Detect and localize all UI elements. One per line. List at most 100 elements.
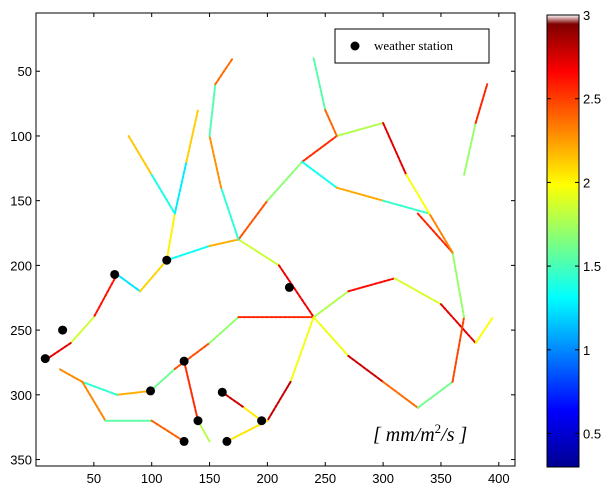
road-segment (183, 360, 199, 422)
units-base: [ mm/m (373, 424, 435, 446)
road-segment (220, 186, 240, 241)
road-segment (335, 122, 385, 137)
road-segment (214, 57, 234, 86)
road-segment (149, 367, 176, 392)
x-tick-label: 350 (430, 471, 452, 486)
colorbar-gradient (546, 14, 580, 468)
station-point (162, 255, 172, 265)
legend-marker (350, 41, 360, 51)
x-tick-label: 250 (314, 471, 336, 486)
road-segment (463, 122, 477, 176)
x-tick-label: 150 (199, 471, 221, 486)
colorbar-tick-label: 2.5 (583, 92, 601, 107)
road-segment (115, 273, 142, 293)
colorbar-tick-label: 1 (583, 343, 590, 358)
y-tick-label: 150 (10, 194, 32, 209)
y-tick-label: 250 (10, 323, 32, 338)
road-segment (208, 316, 240, 345)
legend: weather station (334, 28, 490, 64)
units-tail: /s ] (440, 424, 467, 446)
road-segment (347, 354, 385, 383)
road-segment (289, 316, 315, 383)
road-segment (46, 342, 72, 360)
station-point (179, 436, 189, 446)
road-segment (312, 316, 350, 357)
road-segment (312, 57, 327, 112)
road-segment (428, 212, 454, 254)
station-point (284, 282, 294, 292)
road-segment (451, 251, 466, 319)
road-segment (81, 380, 118, 396)
y-axis: 50 100 150 200 250 300 350 (10, 64, 515, 468)
weather-station-points (40, 255, 294, 446)
road-segment (451, 316, 466, 383)
road-segment (92, 273, 118, 319)
road-segment (474, 316, 495, 345)
units-annotation: [ mm/m2/s ] (373, 421, 467, 446)
station-point (257, 416, 267, 426)
road-segment (150, 173, 176, 215)
station-point (58, 325, 68, 335)
y-tick-label: 350 (10, 453, 32, 468)
station-point (110, 269, 120, 279)
road-segment (416, 380, 454, 409)
road-segment (382, 199, 431, 215)
road-segment (150, 419, 186, 443)
colorbar: 0.5 1 1.5 2 2.5 3 (546, 8, 601, 468)
road-segment (277, 264, 315, 319)
road-segment (81, 380, 107, 422)
plot-frame (35, 12, 516, 467)
colorbar-tick-label: 2 (583, 175, 590, 190)
road-segment (393, 277, 442, 306)
road-segment (185, 109, 199, 163)
road-segment (266, 160, 304, 202)
x-tick-label: 100 (141, 471, 163, 486)
y-tick-label: 200 (10, 258, 32, 273)
road-segment (69, 316, 95, 345)
road-segment (139, 259, 168, 293)
station-point (146, 386, 156, 396)
road-segment (237, 199, 269, 241)
x-tick-label: 50 (87, 471, 101, 486)
x-axis: 50 100 150 200 250 300 350 400 (87, 13, 510, 486)
road-segment (58, 367, 84, 383)
road-segment (382, 122, 408, 176)
road-segment (208, 134, 223, 189)
colorbar-tick-label: 3 (583, 8, 590, 23)
x-tick-label: 400 (488, 471, 510, 486)
road-segment (165, 212, 176, 262)
x-tick-label: 200 (257, 471, 279, 486)
x-tick-label: 300 (372, 471, 394, 486)
road-segment (474, 83, 489, 125)
road-segment (115, 389, 152, 396)
road-segment (237, 238, 280, 267)
road-segment (173, 342, 211, 370)
y-tick-label: 50 (18, 64, 32, 79)
colorbar-tick-label: 0.5 (583, 427, 601, 442)
road-segment (208, 238, 240, 247)
y-tick-label: 300 (10, 388, 32, 403)
colorbar-ticks: 0.5 1 1.5 2 2.5 3 (547, 8, 601, 442)
road-segment (405, 173, 431, 215)
road-segment (266, 380, 292, 422)
road-segment (208, 83, 217, 137)
road-segment (301, 134, 338, 163)
road-segment (127, 134, 153, 176)
units-sup: 2 (435, 421, 442, 436)
road-segment (165, 244, 211, 262)
road-segment (312, 290, 350, 319)
road-segment (324, 109, 338, 137)
road-segment (347, 277, 396, 293)
road-segment (416, 212, 454, 254)
station-point (222, 436, 232, 446)
road-network (46, 57, 495, 443)
station-point (193, 416, 203, 426)
station-point (217, 387, 227, 397)
y-tick-label: 100 (10, 129, 32, 144)
road-segment (382, 380, 419, 409)
colorbar-tick-label: 1.5 (583, 259, 601, 274)
station-point (40, 354, 50, 364)
road-segment (335, 186, 385, 202)
road-segment (439, 303, 477, 345)
